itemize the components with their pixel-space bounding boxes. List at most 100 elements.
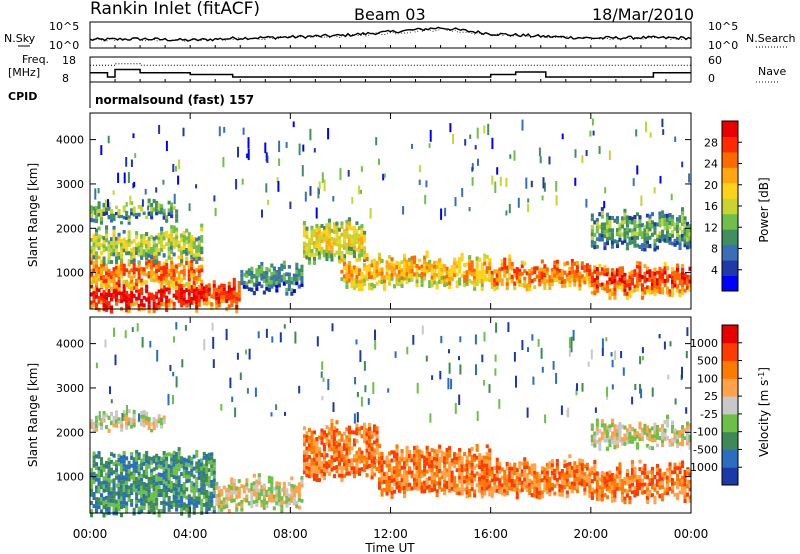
heatmap-cell: [643, 482, 647, 487]
heatmap-cell: [250, 266, 254, 271]
heatmap-cell: [460, 456, 464, 461]
heatmap-cell: [485, 459, 489, 464]
heatmap-speckle: [685, 407, 688, 414]
heatmap-cell: [655, 289, 659, 293]
heatmap-cell: [525, 480, 529, 485]
heatmap-cell: [287, 283, 291, 288]
heatmap-cell: [257, 477, 261, 481]
heatmap-cell: [140, 505, 144, 510]
heatmap-cell: [600, 222, 604, 227]
heatmap-cell: [600, 234, 604, 238]
heatmap-cell: [137, 252, 141, 257]
heatmap-cell: [280, 263, 284, 268]
heatmap-cell: [681, 429, 685, 434]
heatmap-cell: [590, 224, 594, 229]
heatmap-cell: [445, 472, 449, 477]
heatmap-cell: [653, 288, 657, 293]
heatmap-cell: [590, 290, 594, 295]
heatmap-cell: [342, 254, 346, 259]
heatmap-cell: [408, 261, 412, 266]
heatmap-cell: [255, 279, 259, 284]
heatmap-cell: [277, 494, 281, 499]
heatmap-cell: [192, 269, 196, 274]
heatmap-cell: [598, 283, 602, 287]
heatmap-cell: [205, 506, 209, 510]
heatmap-cell: [495, 281, 499, 286]
heatmap-cell: [678, 276, 682, 281]
heatmap-cell: [182, 494, 186, 499]
heatmap-cell: [165, 274, 169, 278]
heatmap-cell: [165, 215, 169, 219]
heatmap-cell: [443, 264, 447, 268]
heatmap-cell: [110, 260, 114, 264]
heatmap-cell: [598, 271, 602, 276]
heatmap-cell: [673, 466, 677, 471]
heatmap-cell: [463, 275, 467, 279]
heatmap-cell: [483, 467, 487, 472]
heatmap-speckle: [498, 399, 501, 409]
heatmap-cell: [600, 474, 604, 479]
heatmap-cell: [117, 287, 121, 292]
heatmap-cell: [135, 282, 139, 287]
heatmap-cell: [210, 483, 214, 488]
heatmap-cell: [192, 296, 196, 301]
heatmap-cell: [312, 253, 316, 257]
heatmap-cell: [585, 276, 589, 281]
heatmap-cell: [172, 474, 176, 479]
heatmap-cell: [90, 480, 94, 485]
heatmap-cell: [302, 249, 306, 254]
heatmap-cell: [342, 262, 346, 267]
heatmap-cell: [175, 471, 179, 476]
heatmap-cell: [150, 265, 154, 270]
heatmap-speckle: [172, 395, 174, 405]
heatmap-cell: [297, 482, 301, 487]
heatmap-cell: [393, 271, 397, 276]
heatmap-cell: [595, 244, 599, 249]
heatmap-cell: [292, 501, 296, 506]
heatmap-cell: [663, 266, 667, 271]
heatmap-cell: [628, 290, 632, 295]
heatmap-cell: [633, 243, 637, 248]
heatmap-cell: [180, 487, 184, 492]
heatmap-cell: [628, 275, 632, 280]
heatmap-cell: [533, 467, 537, 471]
heatmap-cell: [180, 303, 184, 308]
heatmap-cell: [435, 285, 439, 290]
heatmap-cell: [195, 260, 199, 265]
heatmap-cell: [192, 494, 196, 499]
heatmap-cell: [200, 290, 204, 295]
heatmap-cell: [277, 275, 281, 280]
heatmap-cell: [415, 482, 419, 487]
heatmap-cell: [578, 286, 582, 291]
heatmap-cell: [335, 444, 339, 449]
heatmap-cell: [671, 470, 675, 475]
heatmap-cell: [345, 235, 349, 239]
heatmap-cell: [465, 270, 469, 275]
heatmap-cell: [418, 273, 422, 278]
heatmap-cell: [292, 273, 296, 278]
heatmap-cell: [110, 452, 114, 457]
heatmap-cell: [413, 465, 417, 470]
heatmap-cell: [555, 271, 559, 275]
heatmap-cell: [115, 240, 119, 245]
heatmap-cell: [681, 437, 685, 442]
heatmap-cell: [640, 486, 644, 491]
heatmap-cell: [635, 475, 639, 480]
heatmap-cell: [102, 488, 106, 493]
heatmap-cell: [95, 306, 99, 311]
heatmap-cell: [197, 463, 201, 468]
heatmap-cell: [405, 474, 409, 479]
heatmap-speckle: [182, 127, 185, 137]
heatmap-cell: [202, 495, 206, 499]
heatmap-cell: [633, 478, 637, 483]
heatmap-cell: [560, 280, 564, 285]
heatmap-cell: [661, 222, 665, 226]
heatmap-cell: [175, 218, 179, 223]
heatmap-cell: [555, 462, 559, 467]
heatmap-speckle: [483, 331, 486, 342]
heatmap-cell: [415, 457, 419, 462]
heatmap-cell: [573, 486, 577, 491]
heatmap-speckle: [222, 157, 225, 168]
heatmap-cell: [212, 486, 216, 491]
heatmap-cell: [565, 482, 569, 487]
